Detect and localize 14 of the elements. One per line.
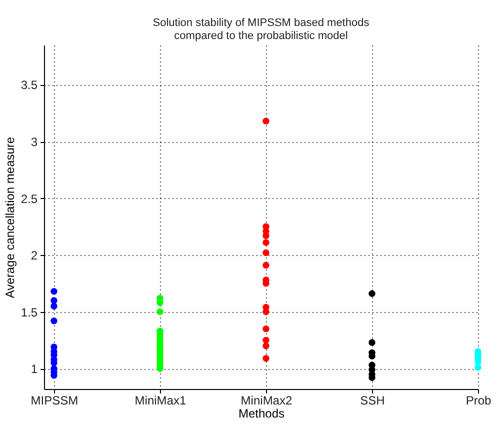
chart-title: Solution stability of MIPSSM based methods compared to the probabilistic model <box>152 17 370 42</box>
x-tick-label: MIPSSM <box>30 394 78 408</box>
x-tick-label: MiniMax2 <box>240 394 292 408</box>
y-axis-title: Average cancellation measure <box>2 136 17 298</box>
y-tick-label: 2 <box>30 248 38 263</box>
y-tick-label: 1 <box>30 362 38 376</box>
x-tick-label: SSH <box>360 394 385 408</box>
y-tick-label: 2.5 <box>20 192 38 206</box>
y-tick-label: 1.5 <box>20 305 38 320</box>
x-tick-label: Prob <box>466 394 492 408</box>
y-tick-label: 3 <box>30 135 38 149</box>
x-axis-title: Methods <box>238 406 285 420</box>
x-tick-label: MiniMax1 <box>134 394 186 408</box>
y-tick-label: 3.5 <box>20 78 38 92</box>
